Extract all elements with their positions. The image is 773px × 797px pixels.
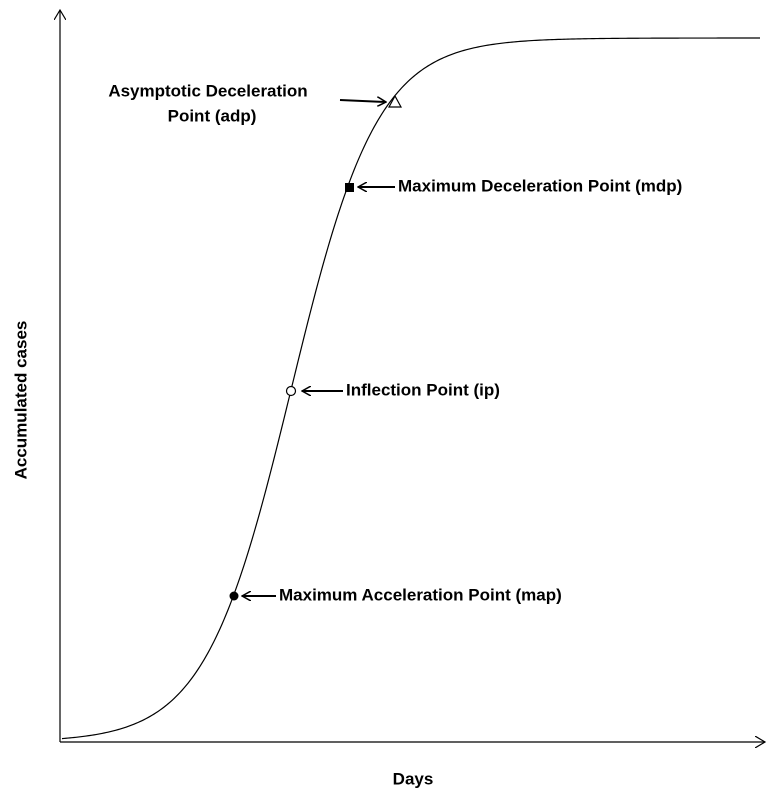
adp-marker	[387, 94, 403, 108]
mdp-marker	[345, 183, 354, 192]
mdp-label: Maximum Deceleration Point (mdp)	[398, 176, 682, 195]
adp-label: Point (adp)	[168, 106, 257, 125]
adp-label: Asymptotic Deceleration	[108, 81, 307, 100]
y-axis-label: Accumulated cases	[11, 321, 30, 480]
x-axis-label: Days	[393, 769, 434, 788]
ip-label: Inflection Point (ip)	[346, 380, 500, 399]
map-label: Maximum Acceleration Point (map)	[279, 585, 562, 604]
ip-marker	[285, 385, 297, 397]
curve	[61, 37, 760, 740]
adp-arrow	[339, 100, 386, 102]
map-marker	[229, 591, 239, 601]
